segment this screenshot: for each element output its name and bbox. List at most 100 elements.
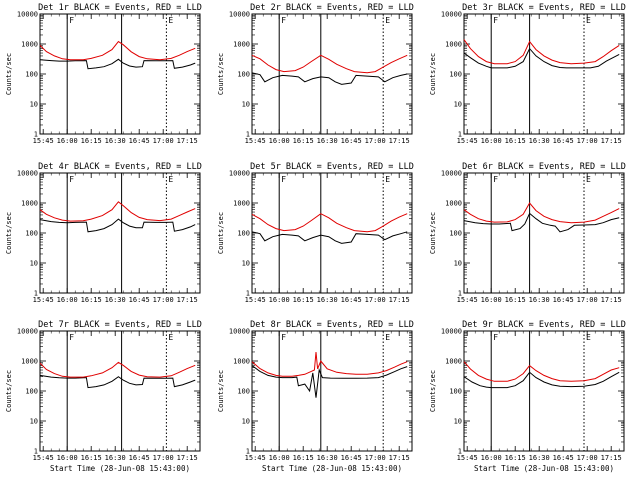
plot-frame (463, 172, 625, 294)
chart-det-8: Det 8r BLACK = Events, RED = LLD Counts/s… (217, 320, 414, 473)
chart-det-2: Det 2r BLACK = Events, RED = LLD Counts/s… (217, 3, 414, 145)
marker-label-e: E (586, 333, 591, 342)
chart-title: Det 1r BLACK = Events, RED = LLD (38, 3, 202, 13)
y-tick-label: 1000 (445, 200, 462, 208)
y-tick-label: 10 (30, 260, 38, 268)
y-tick-label: 10 (454, 260, 462, 268)
chart-title: Det 4r BLACK = Events, RED = LLD (38, 162, 202, 172)
y-tick-label: 10000 (441, 170, 462, 178)
y-tick-label: 1000 (233, 200, 250, 208)
x-tick-label: 17:00 (153, 454, 174, 462)
chart-title: Det 8r BLACK = Events, RED = LLD (250, 320, 414, 330)
x-tick-label: 17:15 (601, 296, 622, 304)
y-tick-label: 1 (34, 290, 38, 298)
y-tick-label: 10000 (17, 328, 38, 336)
x-tick-label: 17:00 (153, 296, 174, 304)
plot-frame (463, 13, 625, 135)
marker-label-e: E (385, 333, 390, 342)
x-tick-label: 17:00 (577, 454, 598, 462)
lld-series-line (463, 39, 620, 65)
x-tick-label: 16:15 (81, 454, 102, 462)
x-tick-label: 16:00 (57, 454, 78, 462)
x-tick-label: 16:00 (57, 296, 78, 304)
y-tick-label: 1 (246, 131, 250, 139)
x-tick-label: 15:45 (33, 137, 54, 145)
chart-title: Det 6r BLACK = Events, RED = LLD (462, 162, 626, 172)
y-axis-label: Counts/sec (217, 212, 225, 254)
x-tick-label: 15:45 (457, 296, 478, 304)
chart-det-6: Det 6r BLACK = Events, RED = LLD Counts/s… (429, 162, 626, 304)
y-tick-label: 1 (458, 448, 462, 456)
y-tick-label: 100 (449, 230, 462, 238)
x-tick-label: 16:15 (81, 137, 102, 145)
x-tick-label: 16:45 (129, 454, 150, 462)
chart-title: Det 7r BLACK = Events, RED = LLD (38, 320, 202, 330)
lld-series-line (251, 351, 408, 377)
plot-frame (463, 330, 625, 452)
y-tick-label: 10000 (229, 11, 250, 19)
lld-series-line (251, 213, 408, 233)
chart-title: Det 2r BLACK = Events, RED = LLD (250, 3, 414, 13)
events-series-line (463, 371, 620, 389)
plot-frame (39, 13, 201, 135)
events-series-line (251, 231, 408, 244)
y-tick-label: 10 (242, 101, 250, 109)
events-series-line (39, 374, 196, 389)
x-tick-label: 16:30 (105, 296, 126, 304)
chart-det-7: Det 7r BLACK = Events, RED = LLD Counts/s… (5, 320, 202, 473)
x-tick-label: 16:30 (317, 454, 338, 462)
x-tick-label: 16:30 (317, 137, 338, 145)
chart-det-9: Det 9r BLACK = Events, RED = LLD Counts/s… (429, 320, 626, 473)
marker-label-e: E (168, 175, 173, 184)
y-tick-label: 1000 (233, 358, 250, 366)
x-tick-label: 16:00 (269, 137, 290, 145)
y-axis-label: Counts/sec (217, 370, 225, 412)
marker-label-f: F (281, 175, 286, 184)
y-tick-label: 100 (449, 71, 462, 79)
x-tick-label: 15:45 (245, 296, 266, 304)
y-tick-label: 10 (30, 101, 38, 109)
lld-series-line (39, 361, 196, 378)
chart-det-1: Det 1r BLACK = Events, RED = LLD Counts/s… (5, 3, 202, 145)
y-axis-label: Counts/sec (5, 53, 13, 95)
events-series-line (251, 365, 408, 398)
marker-label-f: F (69, 175, 74, 184)
y-tick-label: 10 (454, 101, 462, 109)
y-tick-label: 100 (25, 71, 38, 79)
x-axis-label: Start Time (28-Jun-08 15:43:00) (50, 464, 190, 473)
marker-label-e: E (385, 175, 390, 184)
marker-label-e: E (385, 16, 390, 25)
chart-title: Det 5r BLACK = Events, RED = LLD (250, 162, 414, 172)
x-tick-label: 15:45 (245, 137, 266, 145)
y-tick-label: 100 (449, 388, 462, 396)
plot-frame (251, 172, 413, 294)
y-tick-label: 1000 (21, 41, 38, 49)
x-axis-label: Start Time (28-Jun-08 15:43:00) (262, 464, 402, 473)
x-tick-label: 15:45 (245, 454, 266, 462)
marker-label-f: F (281, 16, 286, 25)
plot-frame (251, 13, 413, 135)
x-tick-label: 16:00 (269, 454, 290, 462)
lld-series-line (463, 361, 620, 382)
x-tick-label: 16:00 (57, 137, 78, 145)
y-tick-label: 10 (30, 418, 38, 426)
y-axis-label: Counts/sec (5, 370, 13, 412)
events-series-line (463, 47, 620, 69)
y-tick-label: 100 (237, 71, 250, 79)
y-tick-label: 1 (34, 131, 38, 139)
x-tick-label: 16:30 (529, 454, 550, 462)
chart-det-5: Det 5r BLACK = Events, RED = LLD Counts/s… (217, 162, 414, 304)
lld-series-line (463, 202, 620, 224)
plot-frame (39, 330, 201, 452)
y-tick-label: 10000 (229, 328, 250, 336)
plot-frame (39, 172, 201, 294)
y-tick-label: 1 (458, 131, 462, 139)
chart-det-4: Det 4r BLACK = Events, RED = LLD Counts/s… (5, 162, 202, 304)
events-series-line (39, 58, 196, 70)
x-tick-label: 16:15 (81, 296, 102, 304)
y-tick-label: 1 (246, 290, 250, 298)
plot-frame (251, 330, 413, 452)
y-tick-label: 1 (246, 448, 250, 456)
x-tick-label: 15:45 (33, 296, 54, 304)
